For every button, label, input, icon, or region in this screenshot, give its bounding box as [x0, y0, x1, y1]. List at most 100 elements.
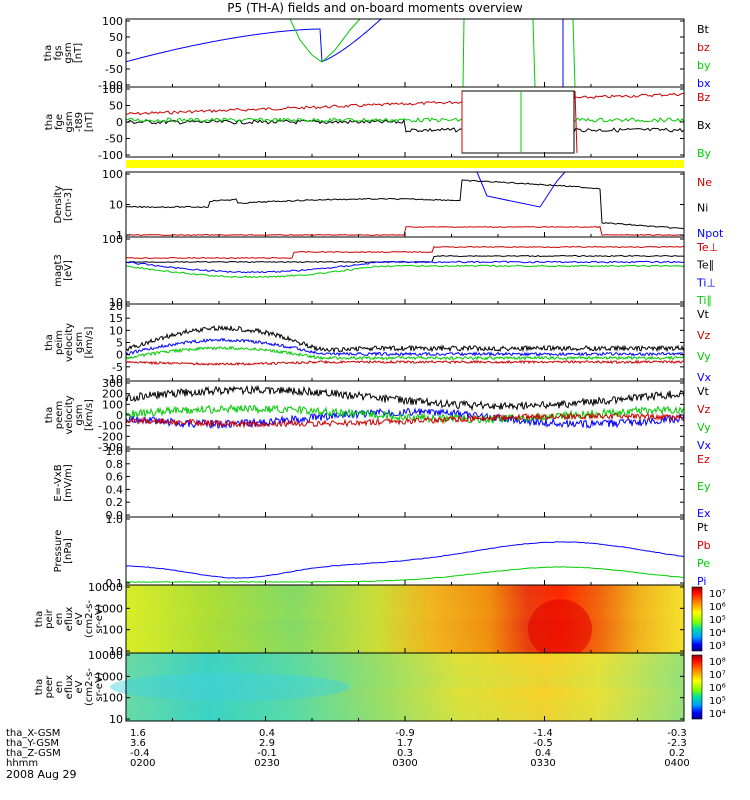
footer-value: 0.3	[397, 748, 413, 759]
footer-label: tha_Y-GSM	[6, 738, 59, 749]
y-axis-label: tha	[43, 45, 54, 61]
y-axis-label: sr-eV)	[94, 604, 105, 633]
y-axis-label: velocity	[64, 395, 75, 434]
footer-value: 0.4	[259, 728, 275, 739]
series-ni	[126, 179, 684, 230]
footer-value: -1.4	[533, 728, 553, 739]
y-axis-label: eV	[74, 680, 85, 693]
panel-frame	[125, 18, 685, 88]
y-tick-label: 100	[102, 83, 123, 96]
y-tick-label: 50	[109, 31, 123, 44]
y-axis-label: [eV]	[63, 260, 74, 281]
y-tick-label: 0.1	[106, 577, 124, 590]
y-tick-label: 0.4	[106, 483, 124, 496]
y-tick-label: 300	[102, 377, 123, 390]
series-bz-fge	[126, 92, 684, 116]
legend-ex: Ex	[697, 507, 711, 520]
legend-bz: bz	[697, 41, 710, 54]
legend-bz: Bz	[697, 91, 711, 104]
footer-value: -0.9	[395, 728, 415, 739]
data-gap	[461, 90, 575, 154]
y-tick-label: -50	[105, 63, 123, 76]
y-tick-label: 0.6	[106, 471, 124, 484]
date-label: 2008 Aug 29	[6, 768, 77, 781]
spectrogram-band	[126, 653, 684, 665]
y-tick-label: 50	[109, 100, 123, 113]
footer-value: 0200	[130, 758, 155, 769]
y-tick-label: 20	[109, 300, 123, 313]
y-tick-label: 100	[102, 168, 123, 181]
series-pe	[126, 566, 684, 583]
y-axis-label: E=-VxB	[53, 464, 64, 501]
electron-spectrogram	[126, 653, 684, 721]
y-axis-label: Pressure	[53, 530, 64, 573]
y-tick-label: 10	[109, 645, 123, 658]
series-ti-perp	[126, 260, 684, 274]
chart-title: P5 (TH-A) fields and on-board moments ov…	[227, 1, 523, 15]
y-tick-label: 0	[116, 47, 123, 60]
y-axis-label: fgs	[53, 45, 64, 60]
spectrogram-band	[126, 619, 684, 631]
colorbar	[691, 586, 703, 652]
y-axis-label: en	[54, 613, 65, 626]
y-axis-label: gsm	[74, 332, 85, 353]
spectrogram-feature	[528, 599, 592, 660]
y-axis-label: [km/s]	[84, 326, 95, 358]
footer-value: 1.7	[397, 738, 413, 749]
y-axis-label: en	[54, 681, 65, 694]
footer-value: 0400	[664, 758, 689, 769]
y-tick-label: 100	[102, 398, 123, 411]
series-ti-par	[126, 264, 684, 279]
series-vt-peem	[126, 384, 684, 412]
y-tick-label: 0	[116, 349, 123, 362]
series-bx-fge	[126, 119, 684, 133]
y-axis-label: [km/s]	[84, 399, 95, 431]
colorbar-label: 10⁴	[709, 628, 726, 639]
legend-pt: Pt	[697, 521, 709, 534]
y-tick-label: -50	[105, 133, 123, 146]
series-npot	[476, 171, 566, 208]
y-tick-label: -200	[98, 430, 123, 443]
legend-vz: Vz	[697, 329, 711, 342]
y-tick-label: 10	[109, 199, 123, 212]
legend-vx: Vx	[697, 439, 712, 452]
footer-value: -0.1	[257, 748, 277, 759]
y-tick-label: 0.2	[106, 496, 124, 509]
footer-label: tha_X-GSM	[6, 728, 60, 739]
legend-ne: Ne	[697, 176, 712, 189]
footer-value: 1.6	[130, 728, 146, 739]
legend-npot: Npot	[697, 227, 724, 240]
series-vt-peim	[126, 324, 684, 354]
y-tick-label: -100	[98, 420, 123, 433]
spectrogram-band	[126, 596, 684, 608]
footer-label: hhmm	[6, 758, 38, 769]
y-tick-label: 100	[102, 692, 123, 705]
y-tick-label: -100	[98, 79, 123, 92]
y-axis-label: [cm-3]	[63, 188, 74, 221]
y-axis-label: eflux	[64, 675, 75, 700]
footer-value: -0.3	[667, 728, 687, 739]
series-bz-fge-gap	[574, 90, 578, 154]
colorbar-label: 10⁴	[709, 709, 726, 720]
colorbar-label: 10⁶	[709, 602, 726, 613]
y-tick-label: 100	[102, 15, 123, 28]
y-axis-label: eV	[74, 612, 85, 625]
series-by-fgs-spike	[572, 18, 576, 88]
y-axis-label: tha	[44, 114, 55, 130]
legend-bt: Bt	[697, 23, 710, 36]
y-axis-label: peem	[54, 401, 65, 429]
footer-value: -0.5	[533, 738, 553, 749]
y-axis-label: tha	[44, 334, 55, 350]
spectrogram-band	[126, 687, 684, 699]
y-tick-label: 1.0	[106, 513, 124, 526]
spectrogram-band	[126, 607, 684, 619]
colorbar-label: 10⁷	[709, 670, 726, 681]
y-axis-label: [nPa]	[63, 538, 74, 564]
y-tick-label: 10	[109, 296, 123, 309]
y-axis-label: eflux	[64, 607, 75, 632]
footer-label: tha_Z-GSM	[6, 748, 61, 759]
series-pi	[126, 541, 684, 579]
y-axis-label: gsm	[63, 42, 74, 63]
legend-by: By	[697, 147, 712, 160]
